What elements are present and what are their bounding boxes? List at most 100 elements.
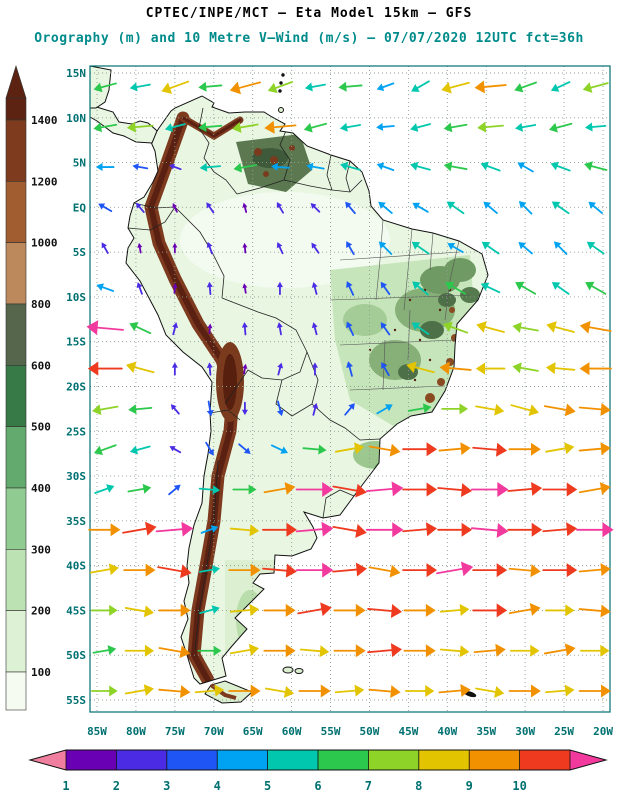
oro-scale-label: 300 <box>31 543 51 556</box>
wind-arrow <box>198 122 223 133</box>
wind-arrow <box>578 563 611 577</box>
wind-bar-right-arrow <box>570 750 606 770</box>
islands <box>278 73 477 698</box>
wind-arrow <box>368 685 401 699</box>
wind-arrow <box>472 603 508 618</box>
wind-arrow <box>311 281 318 295</box>
wind-arrow <box>588 201 603 214</box>
wind-arrow <box>169 163 182 171</box>
wind-arrow <box>124 605 154 618</box>
orography-arrow-top <box>5 64 27 99</box>
wind-arrow <box>92 645 117 656</box>
wind-arrow <box>124 684 154 697</box>
wind-arrow <box>578 604 611 618</box>
wind-arrow <box>229 524 260 537</box>
wind-arrow <box>517 162 534 173</box>
wind-arrow <box>472 563 508 578</box>
wind-arrow <box>582 82 609 93</box>
wind-arrow <box>346 361 353 377</box>
lon-label: 55W <box>321 725 341 738</box>
wind-arrow <box>262 563 297 578</box>
wind-arrow <box>164 123 186 132</box>
wind-arrow <box>404 685 435 698</box>
wind-arrow <box>376 162 395 171</box>
wind-arrow <box>199 605 220 614</box>
wind-arrow <box>172 242 178 254</box>
wind-arrow <box>512 322 539 333</box>
wind-arrow <box>553 241 568 255</box>
wind-arrow <box>311 242 320 254</box>
wind-arrow <box>403 644 436 658</box>
wind-arrow <box>368 443 401 457</box>
lon-label: 45W <box>398 725 418 738</box>
wind-arrow <box>477 121 504 133</box>
antilles-1 <box>281 73 285 77</box>
wind-arrow <box>333 603 366 617</box>
wind-arrow <box>545 604 575 617</box>
wind-arrow <box>129 445 151 455</box>
wind-arrow <box>402 482 438 497</box>
wind-arrow <box>132 163 149 171</box>
wind-arrow <box>169 446 182 454</box>
wind-arrow <box>550 161 571 172</box>
wind-arrow <box>161 80 190 94</box>
wind-arrow <box>92 404 119 416</box>
wind-arrow <box>475 686 505 698</box>
wind-arrow <box>578 442 611 456</box>
wind-arrow <box>228 563 261 577</box>
wind-arrow <box>443 122 468 133</box>
wind-arrow <box>276 322 283 336</box>
wind-arrow <box>472 442 508 457</box>
lon-label: 25W <box>554 725 574 738</box>
wind-arrow <box>233 162 258 173</box>
lat-label: 55S <box>66 694 86 707</box>
wind-arrow <box>410 123 431 132</box>
wind-arrow <box>551 201 570 215</box>
wind-arrow <box>402 442 438 457</box>
chart-subtitle: Orography (m) and 10 Metre V–Wind (m/s) … <box>34 31 584 46</box>
wind-arrow <box>310 202 321 213</box>
wind-arrow <box>136 282 143 295</box>
wind-arrow <box>128 404 153 415</box>
wind-arrow <box>229 81 261 95</box>
wind-arrow <box>228 684 261 698</box>
wind-arrow <box>93 122 118 133</box>
lon-label: 35W <box>476 725 496 738</box>
wind-scale-label: 8 <box>415 779 422 793</box>
wind-arrow <box>270 444 289 454</box>
wind-arrow <box>276 201 284 214</box>
wind-arrow <box>127 483 152 494</box>
wind-band <box>66 750 117 770</box>
wind-arrow <box>158 645 191 659</box>
wind-band <box>267 750 318 770</box>
wind-arrow <box>365 522 404 538</box>
wind-arrow <box>545 684 575 697</box>
wind-arrow <box>346 241 355 256</box>
oro-scale-label: 100 <box>31 666 51 679</box>
wind-arrow <box>229 603 260 616</box>
wind-arrow <box>311 322 318 336</box>
wind-arrow <box>90 604 118 616</box>
wind-arrow <box>476 321 505 333</box>
wind-arrows <box>86 80 614 699</box>
oro-scale-label: 800 <box>31 298 51 311</box>
wind-arrow <box>474 80 507 94</box>
wind-arrow <box>205 441 214 456</box>
wind-arrow <box>378 201 393 214</box>
wind-arrow <box>578 684 611 698</box>
wind-arrow <box>311 362 318 376</box>
wind-arrow <box>172 322 178 336</box>
wind-arrow <box>446 201 465 215</box>
wind-arrow <box>199 162 221 172</box>
wind-arrow <box>442 321 469 334</box>
wind-arrow <box>197 645 222 656</box>
wind-arrow <box>96 283 115 292</box>
wind-scale-label: 1 <box>62 779 69 793</box>
wind-arrow <box>411 241 430 255</box>
wind-arrow <box>200 525 219 534</box>
wind-arrow <box>306 162 325 171</box>
wind-band <box>368 750 419 770</box>
oro-scale-label: 1000 <box>31 237 58 250</box>
wind-arrow <box>345 201 356 215</box>
